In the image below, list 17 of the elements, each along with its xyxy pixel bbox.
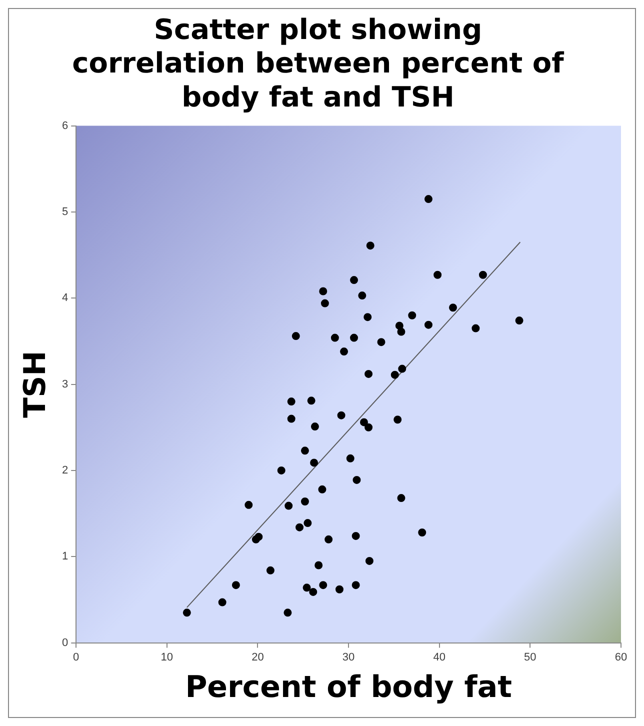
x-tick-label: 20 [252, 651, 264, 664]
y-axis-title: TSH [18, 350, 53, 418]
x-tick-label: 10 [160, 651, 174, 664]
x-tick-label: 40 [433, 651, 446, 664]
y-tick-label: 4 [62, 292, 68, 304]
y-tick-label: 6 [62, 120, 68, 132]
y-tick-label: 5 [62, 206, 68, 218]
y-tick-label: 1 [62, 550, 68, 563]
y-tick-label: 3 [62, 378, 68, 390]
y-tick-label: 2 [62, 464, 68, 476]
x-tick-label: 30 [342, 651, 355, 664]
x-tick-label: 50 [524, 651, 536, 664]
chart-title: Scatter plot showing correlation between percent of body fat and TSH [72, 13, 565, 114]
x-axis-title: Percent of body fat [185, 670, 512, 705]
y-tick-label: 0 [62, 636, 68, 649]
x-tick-label: 0 [73, 651, 80, 664]
x-tick-label: 60 [614, 651, 628, 664]
